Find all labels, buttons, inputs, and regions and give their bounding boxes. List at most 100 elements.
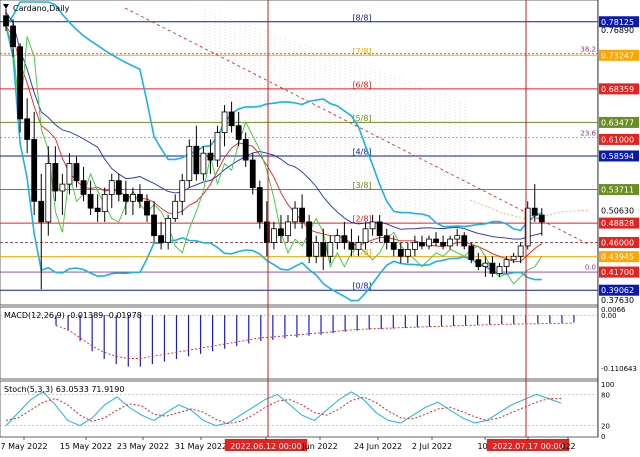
candle-body xyxy=(137,194,143,202)
time-label: 31 May 2022 xyxy=(175,442,227,451)
candle-body xyxy=(489,262,496,274)
price-label-bg xyxy=(599,116,639,128)
candle-body xyxy=(87,194,94,209)
candle-body xyxy=(306,221,313,257)
main-plot-area[interactable] xyxy=(0,0,599,306)
time-label: 23 May 2022 xyxy=(117,442,169,451)
stoch-main-line xyxy=(5,391,562,427)
time-label: 2 Jul 2022 xyxy=(412,442,452,451)
candle-body xyxy=(440,242,447,247)
murrey-label: [7/8] xyxy=(352,47,371,56)
price-label-bg xyxy=(599,133,639,145)
murrey-label: [8/8] xyxy=(352,13,371,22)
candle-body xyxy=(17,46,24,120)
candle-body xyxy=(419,242,425,247)
candle-body xyxy=(496,266,503,274)
price-label: 0.46000 xyxy=(601,239,634,248)
price-label: 0.48828 xyxy=(601,219,634,228)
candle-body xyxy=(207,152,214,161)
price-label: 0.50630 xyxy=(601,207,634,216)
candle-body xyxy=(129,194,136,202)
vertical-markers-layer xyxy=(267,0,527,437)
candle-body xyxy=(327,242,334,257)
stoch-signal-line xyxy=(5,396,561,425)
time-label: 15 May 2022 xyxy=(60,442,112,451)
time-label: Jun 2022 xyxy=(301,442,337,451)
candle-body xyxy=(165,218,172,243)
candle-body xyxy=(73,163,80,182)
candle-body xyxy=(94,207,101,213)
chart-title-text: Cardano,Daily xyxy=(13,4,70,13)
candle-body xyxy=(447,238,454,247)
macd-signal-line xyxy=(55,322,575,359)
candle-body xyxy=(517,245,524,257)
murrey-label: [2/8] xyxy=(352,215,371,224)
price-label: 0.58594 xyxy=(601,152,634,161)
candle-body xyxy=(122,194,129,202)
stoch-axis-label: 20 xyxy=(601,423,610,431)
candle-body xyxy=(200,152,207,175)
candle-body xyxy=(348,242,355,250)
candle-body xyxy=(151,214,157,237)
candle-body xyxy=(292,207,298,223)
candle-body xyxy=(390,242,397,250)
candle-body xyxy=(256,187,263,223)
ma-blue-line xyxy=(5,12,542,240)
stoch-axis-label: 80 xyxy=(601,391,610,399)
candle-body xyxy=(3,15,9,27)
candle-body xyxy=(461,235,468,247)
price-label: 0.43945 xyxy=(601,253,634,262)
murrey-levels-layer: [8/8] [7/8] [6/8] [5/8] [4/8] [3/8] [2/8] [1/8]… xyxy=(0,7,598,291)
candle-body xyxy=(158,235,165,243)
murrey-label: [5/8] xyxy=(352,114,371,123)
candle-body xyxy=(411,242,418,250)
price-label: 0.53711 xyxy=(601,186,634,195)
chart-title: Cardano,Daily xyxy=(3,4,70,13)
candle-body xyxy=(193,145,200,175)
candle-body xyxy=(524,207,531,247)
candle-body xyxy=(397,248,404,257)
murrey-label: [3/8] xyxy=(352,181,371,190)
candle-body xyxy=(24,118,31,140)
candles-layer xyxy=(3,8,545,290)
price-label: 0.73247 xyxy=(601,51,634,60)
time-label: 24 Jun 2022 xyxy=(354,442,402,451)
candle-body xyxy=(334,235,341,243)
candle-body xyxy=(376,221,383,237)
candle-body xyxy=(362,228,369,243)
candle-body xyxy=(115,180,122,195)
candle-body xyxy=(249,159,256,188)
price-label-bg xyxy=(599,184,639,196)
stoch-axis-label: 100 xyxy=(601,381,614,389)
time-axis-labels: 7 May 2022 15 May 2022 23 May 2022 31 May 2… xyxy=(0,437,576,451)
candle-body xyxy=(52,163,59,192)
candle-body xyxy=(313,242,320,257)
murrey-label: [1/8] xyxy=(352,248,371,257)
candle-body xyxy=(320,242,327,257)
time-label-highlight xyxy=(224,439,308,451)
fibo-label: 38.2 xyxy=(580,46,596,54)
stoch-plot-area[interactable] xyxy=(0,380,599,438)
candle-body xyxy=(66,163,73,185)
macd-axis-label: 0.00 xyxy=(601,312,617,320)
macd-plot-area[interactable] xyxy=(0,306,599,380)
candle-body xyxy=(341,235,348,243)
candle-body xyxy=(503,259,510,267)
macd-axis-label: -0.110643 xyxy=(601,365,637,373)
candle-body xyxy=(299,207,306,223)
price-label: 0.63477 xyxy=(601,118,634,127)
macd-layer xyxy=(0,314,598,367)
candle-body xyxy=(468,245,475,261)
time-label: 10 J xyxy=(477,442,492,451)
price-label-bg xyxy=(599,266,639,278)
candle-body xyxy=(31,139,38,202)
macd-axis-label: 0.0066 xyxy=(601,306,626,314)
title-triangle-icon xyxy=(3,4,9,9)
bollinger-lower-line xyxy=(5,25,542,302)
bollinger-upper-line xyxy=(5,1,543,232)
price-label: 0.37630 xyxy=(601,296,634,305)
candle-body xyxy=(278,228,284,237)
candle-body xyxy=(179,180,186,202)
time-label: 2022.06.12 00:00 xyxy=(230,442,301,451)
